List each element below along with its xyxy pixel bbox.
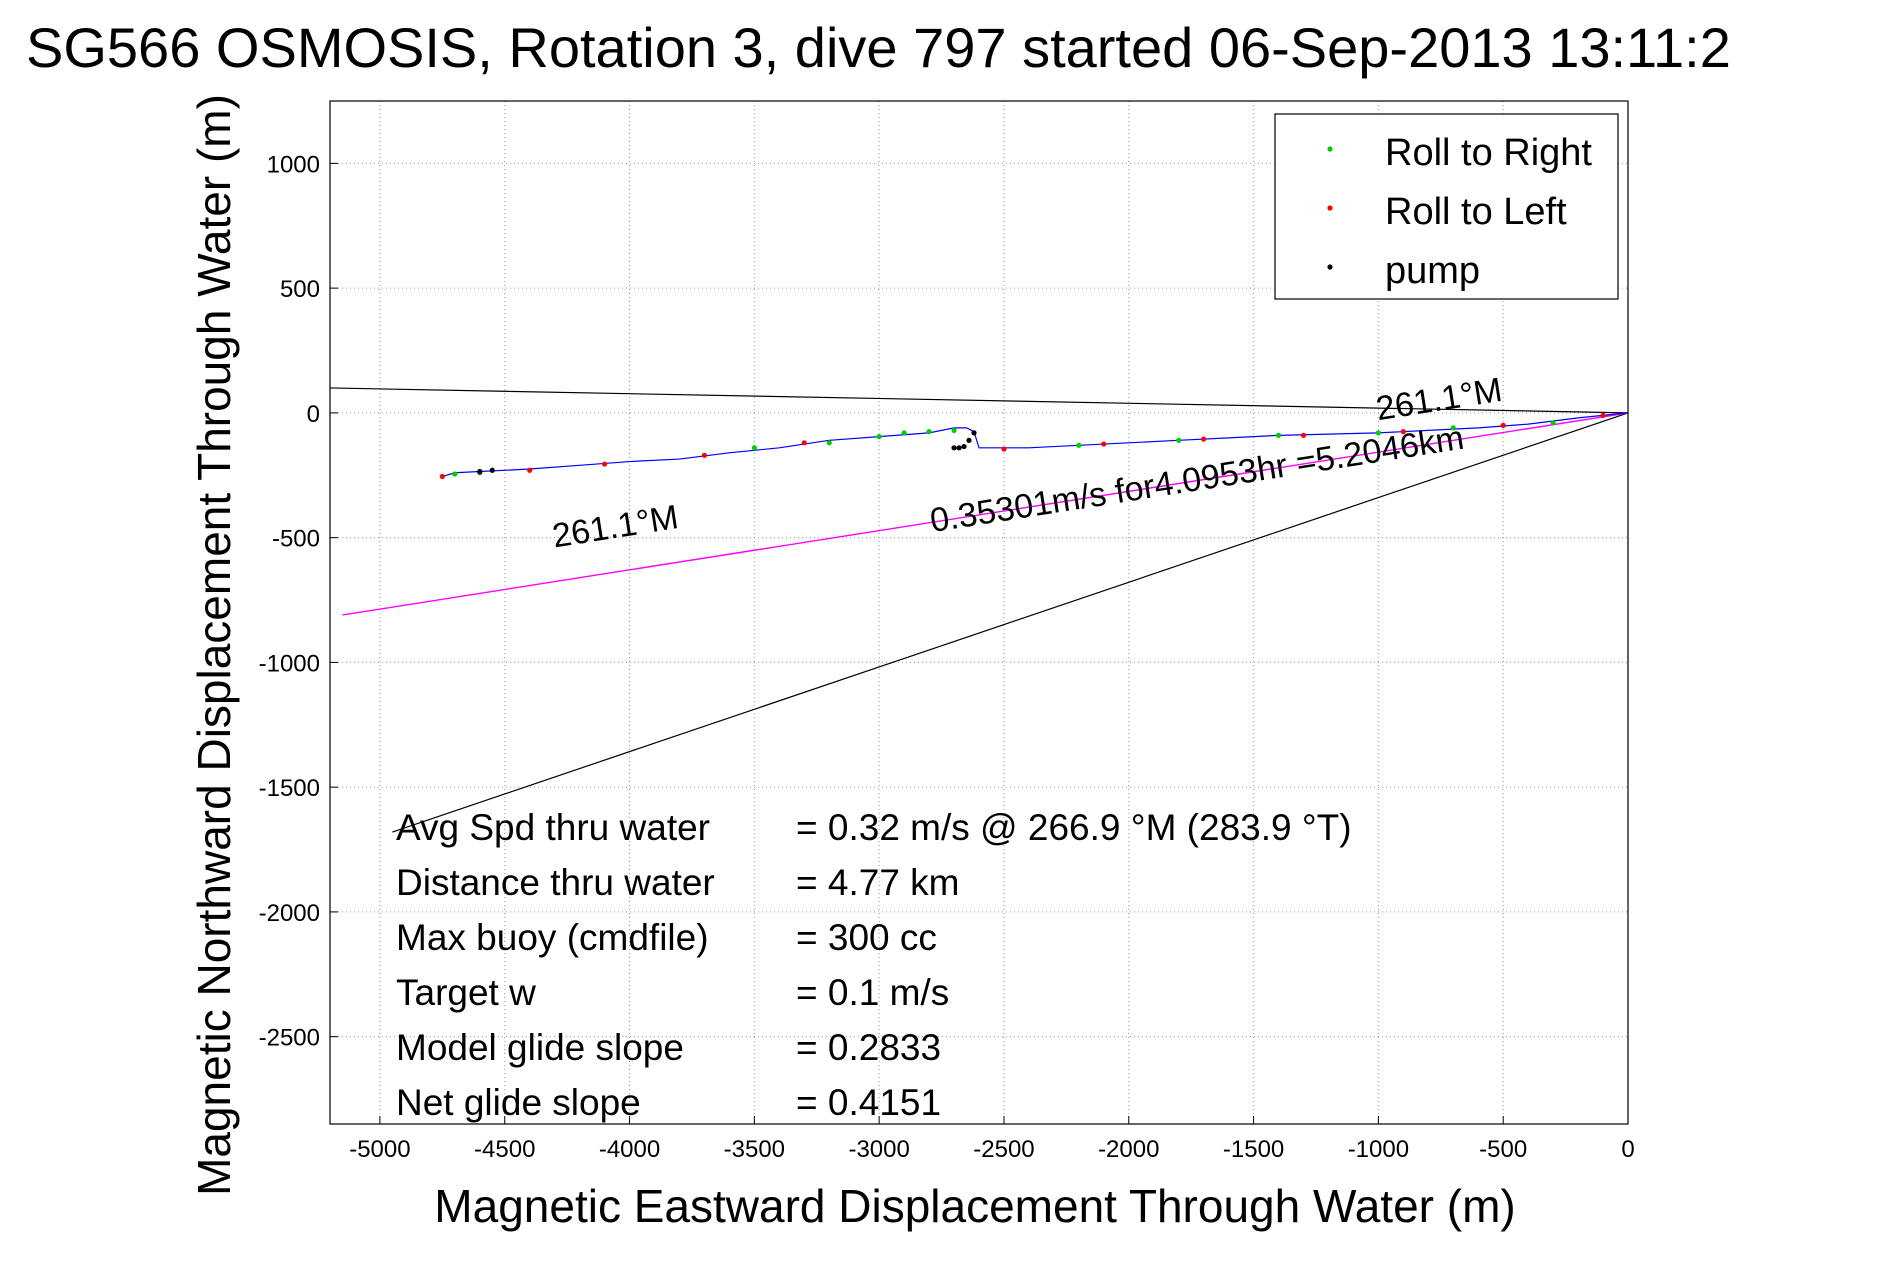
pump-point xyxy=(956,445,962,451)
roll-left-point xyxy=(1400,429,1406,435)
plot-area: -5000 -4500 -4000 -3500 -3000 -2500 -2000 -1500… xyxy=(259,100,1635,1163)
legend-marker xyxy=(1327,146,1333,152)
roll-left-point xyxy=(1500,422,1506,428)
pump-point xyxy=(966,437,972,443)
legend-marker xyxy=(1327,205,1333,211)
pump-point xyxy=(961,443,967,450)
stat-value: = 4.77 km xyxy=(796,862,960,903)
x-tick-label: -3000 xyxy=(848,1136,909,1163)
pump-point xyxy=(951,445,957,451)
roll-left-point xyxy=(601,461,608,467)
y-tick-label: 0 xyxy=(307,401,320,428)
stat-value: = 300 cc xyxy=(796,917,937,958)
roll-right-point xyxy=(926,429,932,435)
x-tick-label: -2000 xyxy=(1098,1136,1159,1163)
legend-label: Roll to Left xyxy=(1385,191,1567,233)
x-tick-label: -5000 xyxy=(349,1136,410,1163)
pump-point xyxy=(971,430,977,436)
stat-label: Target w xyxy=(396,972,536,1013)
y-tick-label: -1000 xyxy=(259,650,320,677)
roll-right-point xyxy=(951,427,957,433)
x-tick-label: -500 xyxy=(1479,1136,1527,1163)
x-tick-label: -2500 xyxy=(973,1136,1034,1163)
roll-left-point xyxy=(1201,436,1207,442)
x-tick-label: -1000 xyxy=(1348,1136,1409,1163)
y-tick-label: 500 xyxy=(280,276,320,303)
roll-left-point xyxy=(439,473,445,480)
roll-left-point xyxy=(701,452,708,458)
x-axis-label: Magnetic Eastward Displacement Through W… xyxy=(434,1180,1515,1232)
roll-right-point xyxy=(1076,442,1082,448)
roll-right-point xyxy=(1450,425,1456,431)
plot-frame xyxy=(329,100,1629,1125)
roll-left-point xyxy=(1600,412,1606,418)
roll-left-point xyxy=(1101,441,1107,447)
roll-right-point xyxy=(901,430,907,436)
roll-right-point xyxy=(452,471,458,477)
y-axis-label: Magnetic Northward Displacement Through … xyxy=(188,94,240,1196)
y-tick-label: -2000 xyxy=(259,900,320,927)
legend-label: pump xyxy=(1385,250,1480,292)
x-tick-label: -4000 xyxy=(599,1136,660,1163)
pump-point xyxy=(477,468,483,475)
legend: Roll to Right Roll to Left pump xyxy=(1274,113,1619,300)
y-tick-label: 1000 xyxy=(267,151,320,178)
roll-left-point xyxy=(1001,446,1007,452)
roll-right-point xyxy=(1550,420,1556,426)
roll-right-point xyxy=(1275,432,1282,438)
roll-left-point xyxy=(527,467,533,473)
x-tick-label: 0 xyxy=(1621,1136,1634,1163)
roll-left-point xyxy=(801,440,807,446)
stat-value: = 0.2833 xyxy=(796,1027,941,1068)
reference-line-2 xyxy=(392,412,1629,833)
stat-value: = 0.1 m/s xyxy=(796,972,949,1013)
stat-label: Distance thru water xyxy=(396,862,715,903)
roll-right-point xyxy=(1176,437,1182,443)
roll-right-point xyxy=(876,433,882,440)
roll-right-point xyxy=(751,445,757,451)
roll-left-point xyxy=(1300,432,1307,438)
reference-line-1 xyxy=(329,387,1629,414)
pump-point xyxy=(489,467,495,473)
x-tick-label: -1500 xyxy=(1223,1136,1284,1163)
stat-label: Avg Spd thru water xyxy=(396,807,710,848)
average-heading-line xyxy=(342,412,1629,616)
y-tick-label: -500 xyxy=(272,526,320,553)
roll-right-point xyxy=(826,440,832,446)
stat-value: = 0.4151 xyxy=(796,1082,941,1123)
x-tick-label: -3500 xyxy=(724,1136,785,1163)
stat-value: = 0.32 m/s @ 266.9 °M (283.9 °T) xyxy=(796,807,1352,848)
stat-label: Model glide slope xyxy=(396,1027,684,1068)
legend-label: Roll to Right xyxy=(1385,132,1592,174)
stat-label: Max buoy (cmdfile) xyxy=(396,917,709,958)
y-tick-label: -2500 xyxy=(259,1025,320,1052)
chart-title: SG566 OSMOSIS, Rotation 3, dive 797 star… xyxy=(26,16,1731,79)
x-tick-label: -4500 xyxy=(474,1136,535,1163)
stat-label: Net glide slope xyxy=(396,1082,641,1123)
legend-marker xyxy=(1327,264,1333,270)
y-tick-label: -1500 xyxy=(259,775,320,802)
roll-right-point xyxy=(1375,430,1381,436)
